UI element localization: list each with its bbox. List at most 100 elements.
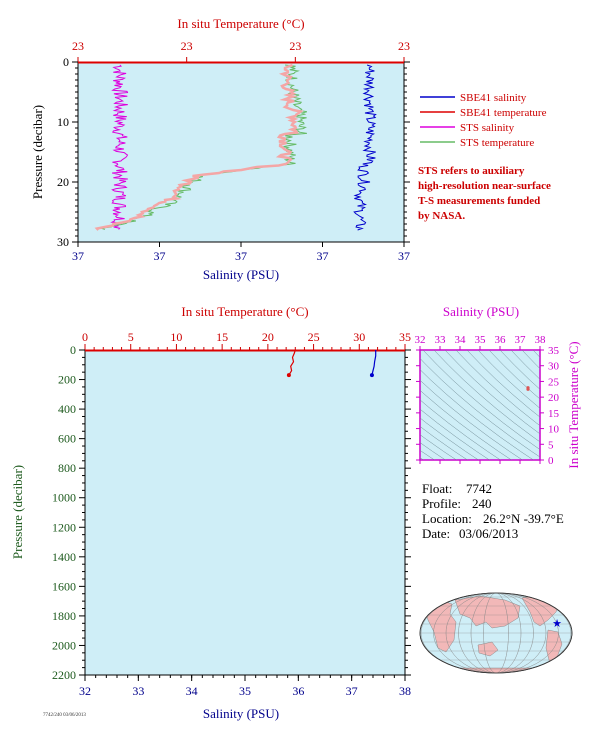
top-temperature-tick-label: 23	[72, 39, 84, 53]
ts-plot-area	[419, 349, 541, 461]
bottom-salinity-profile	[371, 350, 377, 376]
bottom-salinity-axis-title: Salinity (PSU)	[203, 706, 279, 721]
ts-density-contour	[455, 350, 540, 427]
bottom-pressure-tick-label: 1000	[52, 491, 76, 505]
ts-temperature-tick-label: 30	[548, 361, 560, 373]
map-meridian	[470, 593, 522, 673]
bottom-pressure-tick-label: 1400	[52, 550, 76, 564]
bottom-pressure-tick-label: 2000	[52, 638, 76, 652]
top-pressure-ticks: 0 10 20 30	[57, 55, 410, 249]
ts-salinity-axis-title: Salinity (PSU)	[443, 304, 519, 319]
top-salinity-axis-title: Salinity (PSU)	[203, 267, 279, 282]
map-meridian	[433, 593, 559, 673]
bottom-temperature-tick-label: 30	[353, 330, 365, 344]
bottom-pressure-ticks: 0 200 400 600 800 1000 1200 1400 1600 1800 2000 220…	[52, 343, 411, 682]
bottom-temperature-tick-label: 5	[128, 330, 134, 344]
bottom-temperature-profile-end	[286, 373, 291, 378]
top-salinity-tick-label: 37	[72, 249, 84, 263]
map-graticule	[420, 593, 572, 673]
ts-salinity-tick-label: 38	[535, 334, 547, 346]
ts-density-contour	[477, 350, 540, 409]
sts-note-line-1: STS refers to auxiliary	[418, 165, 525, 177]
map-meridian	[445, 593, 547, 673]
ts-temperature-tick-label: 10	[548, 424, 560, 436]
ts-temperature-tick-label: 5	[548, 439, 554, 451]
legend-label-sts-temperature: STS temperature	[460, 137, 534, 149]
top-temperature-ticks: 23 23 23 23	[72, 39, 410, 62]
top-pressure-tick-label: 30	[57, 235, 69, 249]
top-pressure-axis-title: Pressure (decibar)	[30, 105, 45, 199]
ts-density-contour	[420, 369, 534, 460]
float-value: 7742	[466, 481, 492, 496]
ts-temperature-tick-label: 15	[548, 408, 560, 420]
ts-density-contour	[420, 379, 523, 460]
bottom-plot-area	[84, 349, 406, 676]
ts-density-contour	[466, 350, 540, 418]
ts-density-contour	[510, 350, 540, 380]
ts-inset: Salinity (PSU) 32 33 34 35 36 37 38 0 5 10 15 20 25…	[415, 304, 582, 469]
ts-salinity-tick-label: 36	[495, 334, 507, 346]
bottom-temperature-profile	[288, 349, 296, 376]
ts-density-contour	[499, 350, 540, 390]
map-land-australia	[477, 641, 499, 657]
sts-note-line-4: by NASA.	[418, 210, 465, 222]
bottom-pressure-tick-label: 1800	[52, 609, 76, 623]
bottom-temperature-tick-label: 20	[262, 330, 274, 344]
ts-density-contour	[521, 350, 540, 370]
top-plot-area	[77, 61, 405, 243]
ts-density-contour	[420, 417, 479, 460]
ts-points	[526, 386, 530, 391]
top-legend: SBE41 salinity SBE41 temperature STS sal…	[420, 92, 547, 149]
sbe41-temperature-trace	[94, 63, 304, 231]
map-meridian	[420, 593, 572, 673]
top-temperature-axis-title: In situ Temperature (°C)	[177, 16, 304, 31]
bottom-pressure-tick-label: 600	[58, 432, 76, 446]
bottom-temperature-tick-label: 0	[82, 330, 88, 344]
ts-temperature-tick-label: 20	[548, 392, 560, 404]
sts-note: STS refers to auxiliary high-resolution …	[418, 165, 551, 222]
sts-salinity-trace	[110, 64, 129, 230]
bottom-temperature-tick-label: 10	[170, 330, 182, 344]
profile-label: Profile:	[422, 496, 461, 511]
top-salinity-tick-label: 37	[154, 249, 166, 263]
legend-label-sbe41-temperature: SBE41 temperature	[460, 107, 547, 119]
bottom-salinity-tick-label: 36	[292, 684, 304, 698]
float-label: Float:	[422, 481, 452, 496]
ts-salinity-tick-label: 34	[455, 334, 467, 346]
bottom-pressure-tick-label: 2200	[52, 668, 76, 682]
ts-density-contour	[444, 350, 540, 435]
world-map: ★	[419, 592, 573, 674]
bottom-salinity-tick-label: 33	[132, 684, 144, 698]
top-panel: In situ Temperature (°C) 23 23 23 23 Salini…	[30, 16, 551, 282]
bottom-salinity-tick-label: 35	[239, 684, 251, 698]
ts-density-contour	[420, 408, 490, 460]
ts-temperature-tick-label: 25	[548, 376, 560, 388]
ts-point	[526, 387, 530, 391]
top-salinity-tick-label: 37	[398, 249, 410, 263]
legend-label-sts-salinity: STS salinity	[460, 122, 515, 134]
profile-value: 240	[472, 496, 492, 511]
bottom-pressure-tick-label: 200	[58, 373, 76, 387]
bottom-pressure-axis-title: Pressure (decibar)	[10, 465, 25, 559]
top-temperature-tick-label: 23	[289, 39, 301, 53]
ts-density-contour	[420, 389, 512, 460]
ts-density-contour	[422, 350, 540, 450]
map-meridian	[483, 593, 509, 673]
bottom-temperature-ticks: 0 5 10 15 20 25 30 35	[82, 330, 411, 350]
bottom-pressure-tick-label: 0	[70, 343, 76, 357]
ts-density-contour	[420, 358, 540, 458]
bottom-pressure-tick-label: 1200	[52, 520, 76, 534]
ts-salinity-ticks: 32 33 34 35 36 37 38	[415, 334, 547, 464]
ts-salinity-tick-label: 32	[415, 334, 426, 346]
top-temperature-tick-label: 23	[181, 39, 193, 53]
top-salinity-tick-label: 37	[235, 249, 247, 263]
location-label: Location:	[422, 511, 472, 526]
top-salinity-tick-label: 37	[317, 249, 329, 263]
bottom-salinity-tick-label: 34	[186, 684, 198, 698]
sts-note-line-3: T-S measurements funded	[418, 195, 540, 207]
ts-density-contour	[420, 426, 468, 460]
date-value: 03/06/2013	[459, 526, 518, 541]
map-float-marker-star-icon: ★	[552, 618, 562, 630]
ts-salinity-tick-label: 37	[515, 334, 527, 346]
